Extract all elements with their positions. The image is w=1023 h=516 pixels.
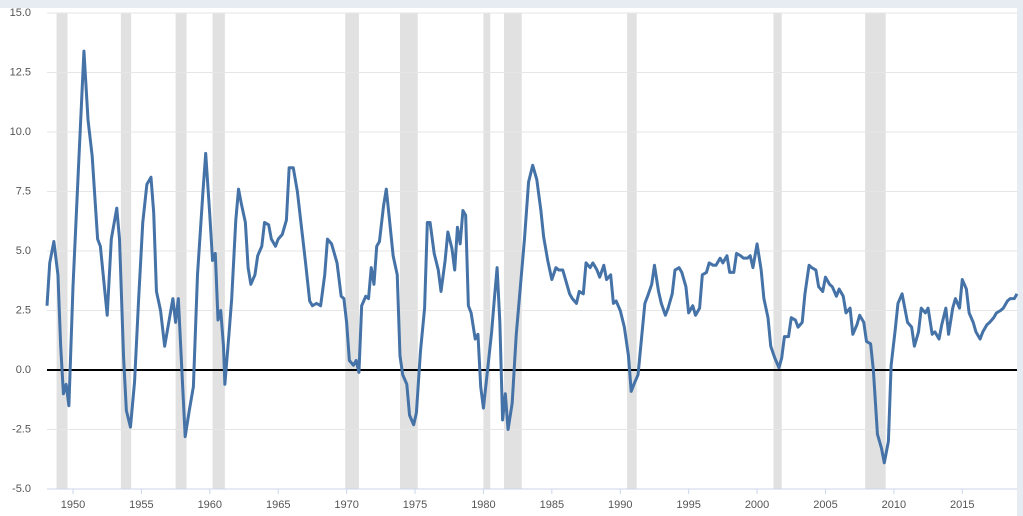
x-tick-label: 1975 [403, 499, 427, 511]
y-tick-label: 12.5 [10, 66, 31, 78]
x-tick-label: 1960 [198, 499, 222, 511]
y-tick-label: 7.5 [16, 185, 31, 197]
y-tick-label: -5.0 [12, 483, 31, 495]
y-tick-label: 0.0 [16, 364, 31, 376]
y-tick-label: 15.0 [10, 7, 31, 19]
x-tick-label: 1970 [334, 499, 358, 511]
data-line [45, 49, 1019, 465]
x-tick-label: 2005 [813, 499, 837, 511]
y-tick-label: -2.5 [12, 423, 31, 435]
x-tick-label: 1950 [61, 499, 85, 511]
x-tick-label: 1980 [471, 499, 495, 511]
x-tick-label: 2000 [745, 499, 769, 511]
x-tick-label: 2010 [882, 499, 906, 511]
x-tick-label: 1995 [676, 499, 700, 511]
x-tick-label: 2015 [950, 499, 974, 511]
x-tick-label: 1955 [129, 499, 153, 511]
x-tick-label: 1965 [266, 499, 290, 511]
y-tick-label: 5.0 [16, 245, 31, 257]
y-tick-label: 2.5 [16, 304, 31, 316]
x-tick-label: 1990 [608, 499, 632, 511]
x-tick-label: 1985 [540, 499, 564, 511]
y-tick-label: 10.0 [10, 126, 31, 138]
